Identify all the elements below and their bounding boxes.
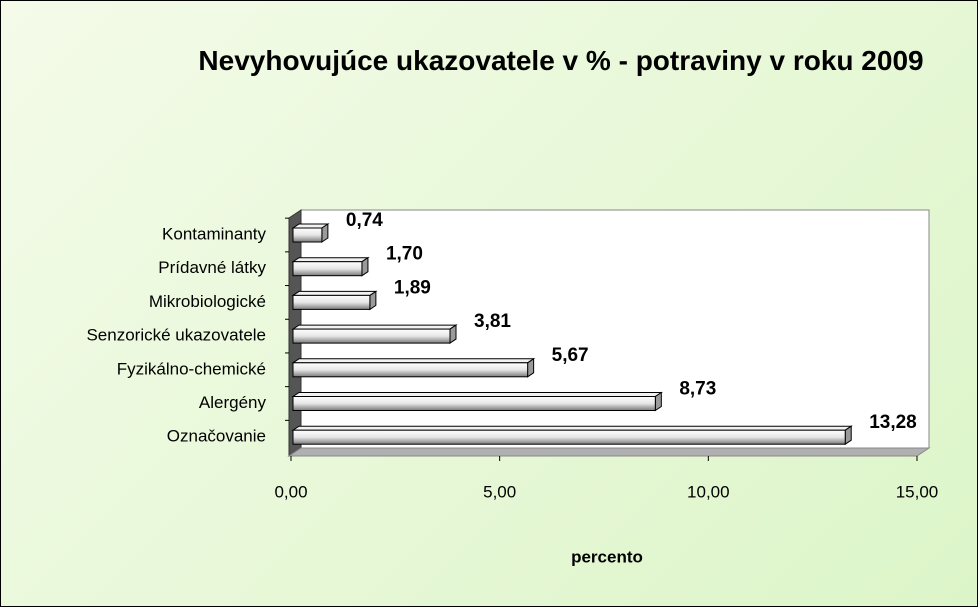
y-tick-label: Prídavné látky [158, 258, 266, 277]
bar-top [291, 358, 536, 364]
x-tick-label: 10,00 [687, 482, 730, 501]
data-label: 13,28 [869, 412, 917, 433]
data-label: 8,73 [679, 379, 716, 400]
x-tick-label: 0,00 [274, 482, 307, 501]
y-tick-label: Fyzikálno-chemické [117, 359, 266, 378]
floor [287, 447, 931, 457]
bar-top [291, 324, 458, 330]
x-tick-label: 15,00 [896, 482, 939, 501]
bar [292, 294, 371, 310]
bar [292, 328, 451, 344]
bar-top [291, 257, 370, 263]
y-tick-label: Senzorické ukazovatele [86, 326, 266, 345]
bar [292, 362, 529, 378]
x-axis-label: percento [571, 547, 643, 566]
bar-top [291, 425, 853, 431]
y-tick-label: Označovanie [167, 427, 266, 446]
chart-title: Nevyhovujúce ukazovatele v % - potraviny… [198, 45, 924, 76]
y-tick-label: Mikrobiologické [149, 292, 266, 311]
x-tick-label: 5,00 [483, 482, 516, 501]
y-tick-label: Alergény [199, 393, 267, 412]
bar [292, 396, 656, 411]
data-label: 3,81 [474, 311, 511, 332]
bar-top [291, 392, 663, 397]
bar-top [291, 290, 378, 296]
data-label: 1,89 [394, 277, 431, 298]
bar [292, 429, 846, 445]
bar [292, 227, 323, 243]
data-label: 0,74 [346, 210, 383, 231]
data-label: 1,70 [386, 244, 423, 265]
bar [292, 261, 363, 277]
data-label: 5,67 [552, 345, 589, 366]
y-tick-label: Kontaminanty [162, 224, 266, 243]
